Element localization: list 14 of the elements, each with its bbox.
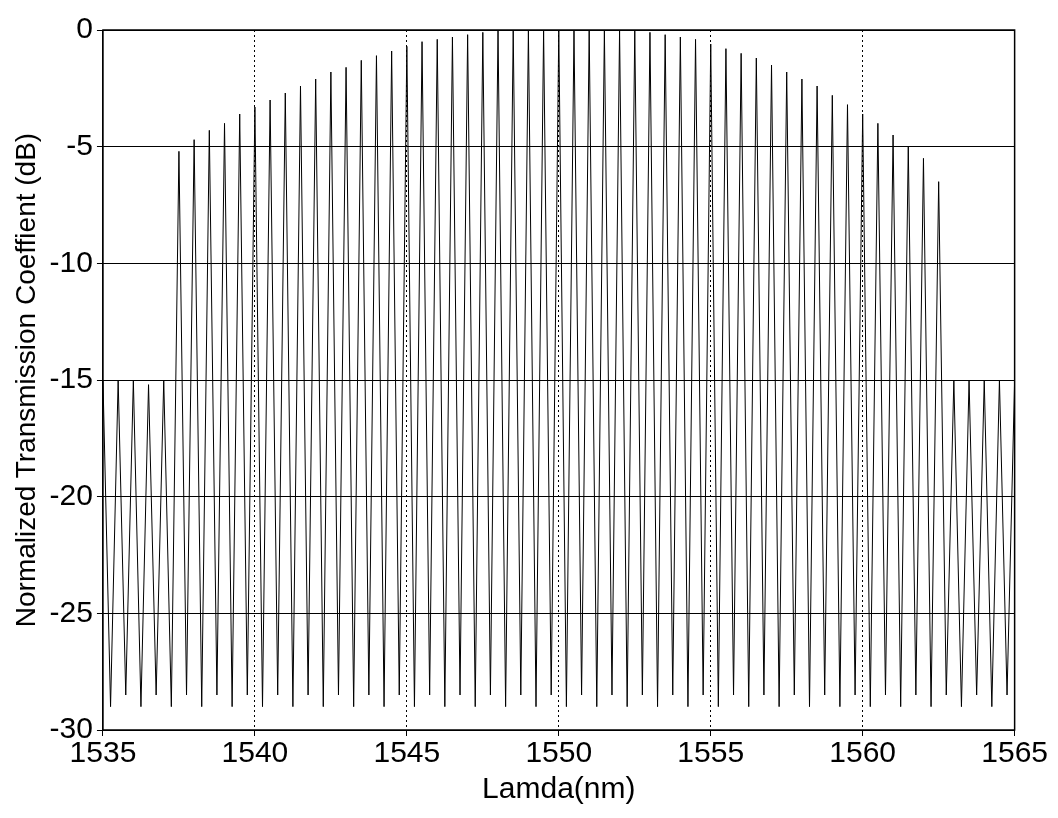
y-tick-label: -15: [49, 361, 93, 395]
y-tick-label: -10: [49, 244, 93, 278]
y-tick-label: -20: [49, 477, 93, 511]
y-tick-label: -25: [49, 594, 93, 628]
x-tick-label: 1565: [981, 735, 1049, 769]
x-tick-label: 1555: [677, 735, 745, 769]
y-tick-label: -5: [66, 127, 93, 161]
x-tick-label: 1540: [221, 735, 289, 769]
x-axis-title: Lamda(nm): [482, 771, 636, 805]
x-tick-label: 1545: [373, 735, 441, 769]
x-tick-label: 1560: [829, 735, 897, 769]
y-axis-title: Normalized Transmission Coeffient (dB): [9, 132, 41, 628]
y-tick-label: 0: [76, 11, 93, 45]
x-tick-label: 1550: [525, 735, 593, 769]
